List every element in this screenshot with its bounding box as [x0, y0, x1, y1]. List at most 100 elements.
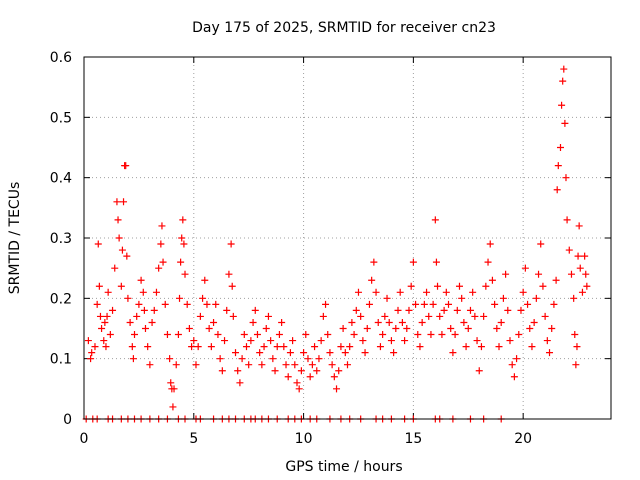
data-point — [221, 337, 229, 345]
data-point — [167, 379, 175, 387]
data-point — [104, 288, 112, 296]
data-point — [295, 385, 303, 393]
data-point — [548, 325, 556, 332]
x-tick-label: 10 — [295, 431, 313, 447]
data-point — [412, 300, 420, 308]
data-point — [381, 312, 389, 320]
data-point — [106, 331, 114, 339]
data-point — [491, 300, 499, 308]
data-point — [91, 343, 99, 351]
data-point — [181, 270, 189, 278]
data-point — [306, 373, 314, 381]
data-point — [123, 252, 131, 260]
data-point — [553, 186, 561, 194]
y-tick-label: 0.5 — [50, 110, 72, 126]
data-point — [96, 312, 104, 320]
data-point — [524, 300, 532, 308]
data-point — [368, 276, 376, 284]
data-point — [565, 246, 573, 254]
data-point — [495, 343, 503, 351]
data-point — [236, 379, 244, 387]
data-point — [95, 282, 103, 290]
data-point — [111, 264, 119, 272]
data-point — [546, 349, 554, 357]
data-point — [238, 355, 246, 363]
data-point — [232, 349, 240, 357]
data-point — [150, 306, 158, 314]
data-point — [313, 367, 321, 375]
data-point — [376, 343, 384, 351]
data-point — [379, 331, 387, 339]
data-point — [374, 318, 382, 326]
data-point — [449, 349, 457, 357]
data-point — [361, 349, 369, 357]
data-point — [247, 337, 255, 345]
data-point — [212, 300, 220, 308]
data-point — [229, 312, 237, 320]
x-tick-label: 15 — [404, 431, 422, 447]
data-point — [354, 288, 362, 296]
data-point — [155, 264, 163, 272]
data-point — [436, 312, 444, 320]
data-point — [169, 403, 177, 411]
data-point — [185, 325, 193, 332]
data-point — [87, 355, 95, 363]
data-point — [462, 343, 470, 351]
data-point — [477, 343, 485, 351]
data-point — [311, 343, 319, 351]
data-point — [407, 282, 415, 290]
data-point — [515, 331, 523, 339]
data-point — [409, 258, 417, 266]
data-point — [434, 282, 442, 290]
data-point — [414, 331, 422, 339]
data-point — [94, 240, 102, 248]
data-point — [267, 337, 275, 345]
data-point — [190, 337, 198, 345]
data-point — [203, 300, 211, 308]
data-point — [284, 373, 292, 381]
data-point — [180, 240, 188, 248]
gridlines — [84, 57, 611, 419]
data-point — [161, 300, 169, 308]
data-point — [510, 373, 518, 381]
data-point — [218, 367, 226, 375]
data-point — [269, 355, 277, 363]
data-point — [103, 312, 111, 320]
data-point — [126, 318, 134, 326]
data-point — [258, 361, 266, 369]
data-point — [176, 294, 184, 302]
data-point — [572, 361, 580, 369]
data-point — [420, 300, 428, 308]
data-point — [113, 198, 121, 206]
data-point — [442, 288, 450, 296]
data-point — [539, 282, 547, 290]
data-point — [482, 282, 490, 290]
data-point — [502, 270, 510, 278]
data-point — [541, 312, 549, 320]
y-tick-label: 0 — [63, 412, 72, 428]
data-point — [560, 65, 568, 73]
data-point — [484, 258, 492, 266]
data-point — [513, 355, 521, 363]
data-point — [88, 349, 96, 357]
data-point — [302, 331, 310, 339]
data-point — [170, 385, 178, 393]
data-point — [469, 288, 477, 296]
data-point — [333, 385, 341, 393]
data-point — [405, 306, 413, 314]
axis-ticks: 0 0.1 0.2 0.3 0.4 0.5 0.6 0 5 10 15 20 — [50, 50, 611, 447]
data-point — [124, 294, 132, 302]
data-point — [504, 306, 512, 314]
data-point — [278, 318, 286, 326]
x-axis-label: GPS time / hours — [285, 459, 402, 475]
data-point — [493, 325, 501, 332]
data-point — [427, 331, 435, 339]
data-point — [350, 331, 358, 339]
data-point — [207, 343, 215, 351]
data-point — [517, 306, 525, 314]
data-point — [225, 270, 233, 278]
data-point — [337, 343, 345, 351]
data-point — [387, 337, 395, 345]
data-point — [297, 367, 305, 375]
